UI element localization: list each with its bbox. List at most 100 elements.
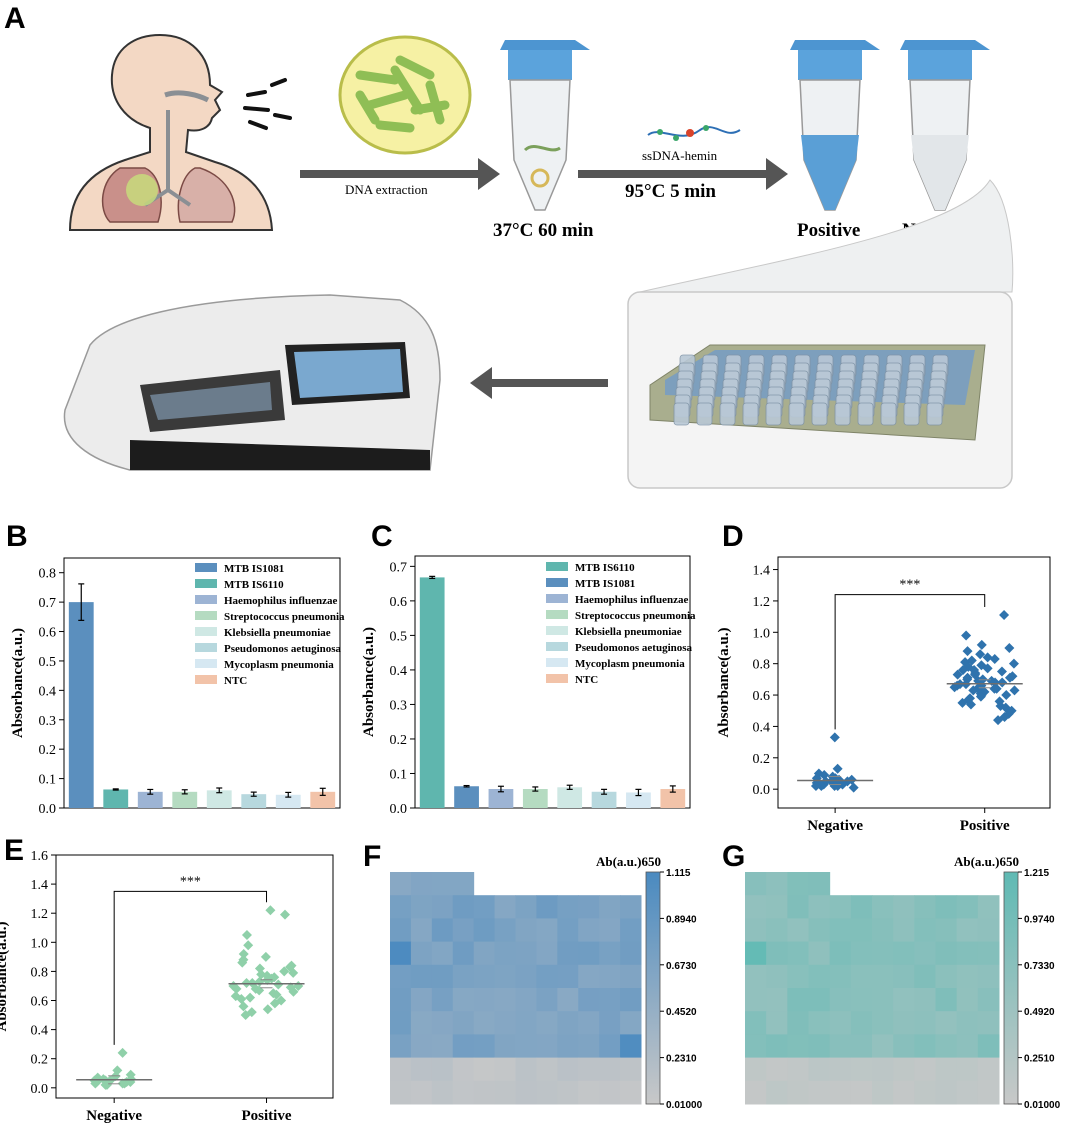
legend-swatch <box>546 562 568 571</box>
heatmap-cell <box>620 988 642 1012</box>
panel-label-e: E <box>4 834 24 867</box>
legend-entry: Pseudomonos aetuginosa <box>224 643 342 655</box>
heatmap-cell <box>893 941 915 966</box>
y-tick-label: 0.8 <box>31 965 49 980</box>
heatmap-cell <box>452 895 475 919</box>
data-point <box>952 669 963 680</box>
heatmap-cell <box>829 1034 852 1059</box>
data-point <box>237 957 248 968</box>
heatmap-cell <box>578 1080 600 1105</box>
chart-c: 0.0 0.1 0.2 0.3 0.4 0.5 0.6 0.7 Absorbance(a.u.)… <box>361 555 696 817</box>
heatmap-cell <box>766 1057 788 1082</box>
data-point <box>829 781 840 792</box>
y-tick-label: 0.6 <box>390 595 408 610</box>
heatmap-cell <box>557 1080 579 1105</box>
microplate-well <box>742 402 759 426</box>
bar <box>172 791 198 808</box>
heatmap-cell <box>914 1080 936 1105</box>
heatmap-cell <box>766 941 788 966</box>
heatmap-cell <box>578 1034 600 1059</box>
microplate-well <box>719 402 736 426</box>
heatmap-cell <box>745 872 767 896</box>
heatmap-cell <box>766 988 788 1012</box>
data-point <box>975 691 986 702</box>
legend-entry: NTC <box>575 674 598 686</box>
heatmap-cell <box>787 1034 809 1059</box>
y-tick-label: 1.6 <box>31 849 49 864</box>
heatmap-cell <box>787 872 809 896</box>
data-point <box>965 699 976 710</box>
heatmap-cell <box>914 941 936 966</box>
colorbar-tick-label: 0.2510 <box>1024 1054 1055 1065</box>
heatmap-cell <box>787 1011 809 1035</box>
heatmap-cell <box>787 964 809 989</box>
heatmap-cell <box>620 918 642 943</box>
heatmap-cell <box>452 941 475 966</box>
bar <box>488 789 514 808</box>
heatmap-cell <box>494 988 516 1012</box>
heatmap-cell <box>452 1057 475 1082</box>
plot-frame <box>55 854 334 1099</box>
heatmap-cell <box>515 1034 537 1059</box>
y-tick-label: 0.7 <box>39 596 57 611</box>
data-point <box>117 1047 128 1058</box>
heatmap-cell <box>977 1080 1000 1105</box>
heatmap-cell <box>745 895 767 919</box>
data-point <box>280 909 291 920</box>
data-point <box>269 998 280 1009</box>
heatmap-cell <box>956 964 979 989</box>
heatmap-cell <box>745 941 767 966</box>
heatmap-cell <box>935 1057 958 1082</box>
colorbar-tick-label: 0.8940 <box>666 914 697 925</box>
heatmap-cell <box>872 941 894 966</box>
data-point <box>961 630 972 641</box>
colorbar-tick-label: 0.7330 <box>1024 961 1055 972</box>
heatmap-cell <box>410 895 433 919</box>
y-tick-label: 0.0 <box>39 802 57 817</box>
heatmap-cell <box>893 1011 915 1035</box>
data-point <box>241 930 252 941</box>
legend-swatch <box>546 658 568 667</box>
heatmap-cell <box>935 1011 958 1035</box>
y-tick-label: 0.0 <box>753 783 771 798</box>
bar <box>206 790 232 808</box>
heatmap-cell <box>935 918 958 943</box>
heatmap-cell <box>829 964 852 989</box>
data-point <box>968 685 979 696</box>
y-tick-label: 0.4 <box>31 1024 49 1039</box>
heatmap-cell <box>914 895 936 919</box>
y-tick-label: 0.2 <box>31 1053 49 1068</box>
heatmap-cell <box>956 1080 979 1105</box>
y-tick-label: 0.6 <box>31 995 49 1010</box>
heatmap-cell <box>977 941 1000 966</box>
heatmap-cell <box>473 1080 496 1105</box>
data-point <box>976 639 987 650</box>
data-point <box>848 782 859 793</box>
bar <box>660 789 686 808</box>
bar <box>626 792 651 808</box>
heatmap-cell <box>766 964 788 989</box>
step-dna-extraction: DNA extraction <box>345 182 428 197</box>
colorbar-tick-label: 0.01000 <box>666 1100 703 1111</box>
heatmap-cell <box>390 1080 412 1105</box>
heatmap-cell <box>829 941 852 966</box>
panel-label-b: B <box>6 520 28 553</box>
heatmap-cell <box>766 918 788 943</box>
legend-entry: Streptococcus pneumonia <box>575 610 696 622</box>
heatmap-cell <box>977 1011 1000 1035</box>
data-point <box>829 732 840 743</box>
heatmap-cell <box>431 1034 454 1059</box>
heatmap-cell <box>893 895 915 919</box>
bar <box>137 791 163 808</box>
heatmap-cell <box>893 1080 915 1105</box>
colorbar-tick-label: 0.6730 <box>666 961 697 972</box>
bacteria-icon <box>338 35 472 155</box>
heatmap-cell <box>745 964 767 989</box>
data-point <box>996 666 1007 677</box>
heatmap-cell <box>872 1057 894 1082</box>
heatmap-cell <box>850 941 873 966</box>
bar <box>522 789 548 808</box>
y-tick-label: 0.4 <box>39 684 57 699</box>
heatmap-cell <box>850 988 873 1012</box>
heatmap-cell <box>599 1080 621 1105</box>
